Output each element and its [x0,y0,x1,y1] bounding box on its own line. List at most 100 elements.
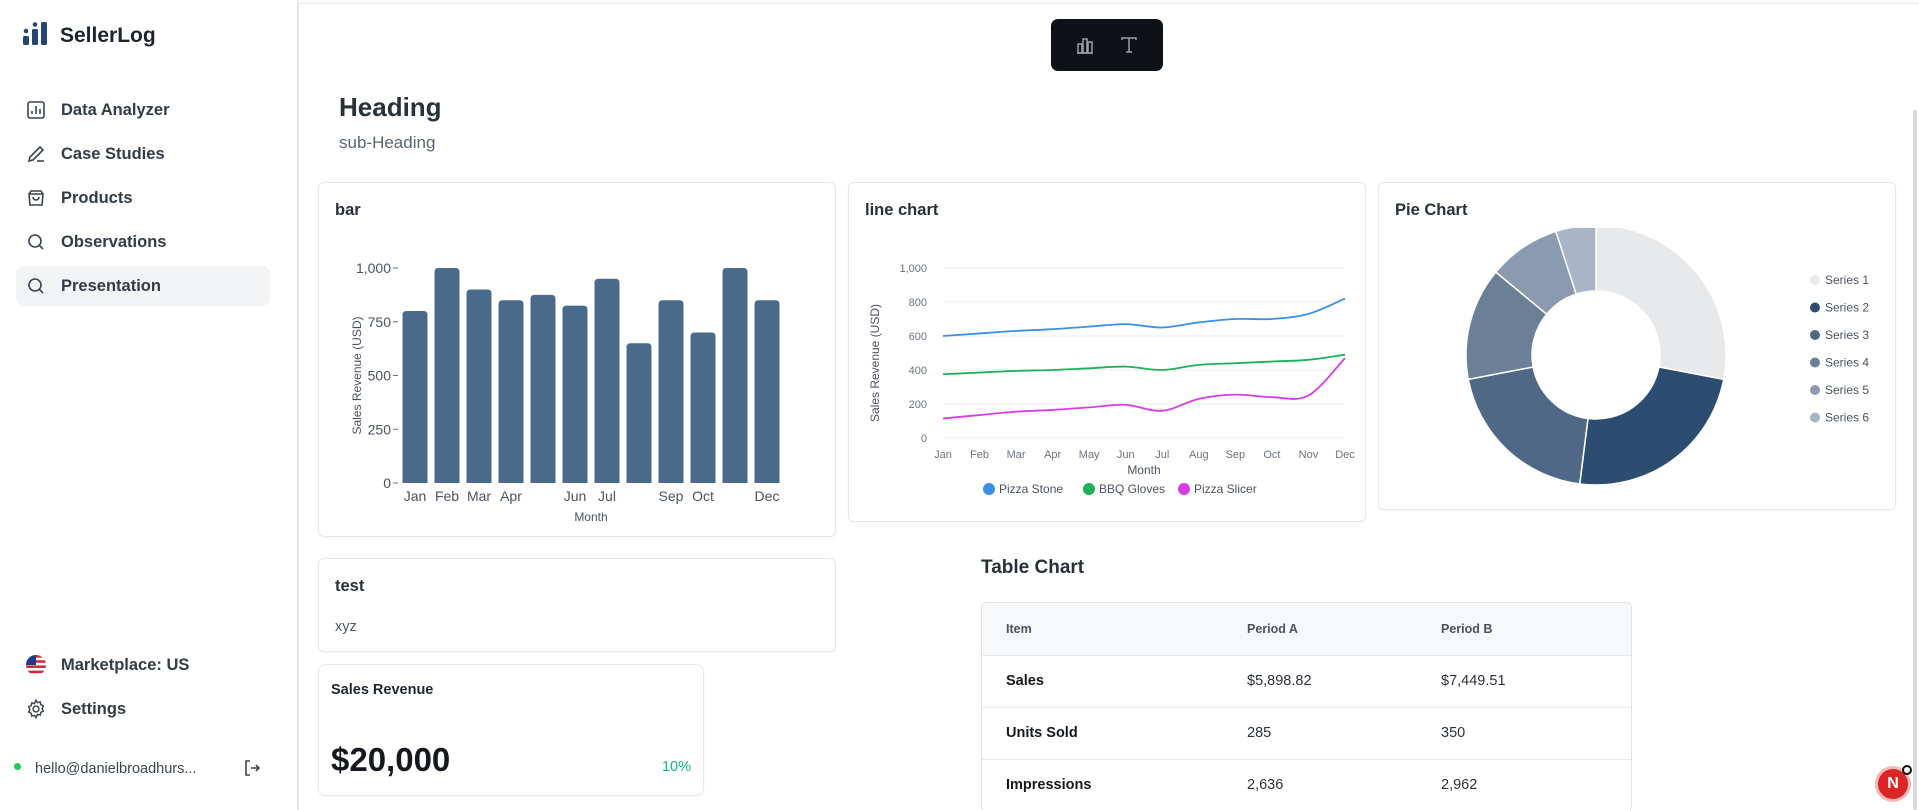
legend-label: Series 4 [1825,356,1869,370]
x-tick-label: Feb [970,449,989,461]
sidebar: SellerLog Data Analyzer Case Studies Pro… [0,0,298,810]
main-nav: Data Analyzer Case Studies Products Obse… [16,90,270,310]
assistant-button[interactable]: N [1875,765,1912,802]
table-cell: Units Sold [982,706,1247,759]
data-table: Item Period A Period B Sales $5,898.82 $… [982,603,1631,810]
table-cell: 285 [1247,706,1441,759]
legend-swatch [1810,275,1820,285]
text-card[interactable]: test xyz [318,558,836,652]
user-email: hello@danielbroadhurs... [35,761,197,777]
sidebar-item-label: Products [61,188,133,207]
x-axis-title: Month [574,510,607,524]
table-chart-title: Table Chart [981,557,1085,578]
line-chart-card[interactable]: line chart 0 200 400 600 800 1,000 Jan Feb Mar Ap… [848,182,1366,522]
table-cell: Impressions [982,758,1247,810]
x-tick-label: Apr [500,488,522,504]
text-card-body: xyz [335,619,357,635]
x-axis-title: Month [1127,463,1160,477]
column-header-period-b: Period B [1441,621,1493,636]
y-tick-label: 200 [909,399,927,411]
page-heading[interactable]: Heading [339,92,442,122]
search-icon [25,275,47,297]
bar-chart-title: bar [335,201,361,219]
pie-chart: Series 1 Series 2 Series 3 Series 4 Series 5… [1465,228,1869,486]
marketplace-selector[interactable]: Marketplace: US [16,645,270,685]
line-chart-title: line chart [865,201,939,219]
kpi-change: 10% [661,759,691,775]
table-cell: $7,449.51 [1441,654,1631,707]
x-tick-label: May [1079,449,1100,461]
brand[interactable]: SellerLog [22,20,156,51]
table-cell: 2,636 [1247,758,1441,810]
x-tick-label: Jun [564,488,587,504]
legend-label: Series 1 [1825,273,1869,287]
gear-icon [25,698,47,720]
bar-chart-icon [25,99,47,121]
x-tick-label: Dec [755,488,780,504]
y-tick-label: 1,000 [899,263,927,275]
bar [530,294,556,483]
series-line [942,297,1346,337]
y-tick-label: 1,000 [356,260,391,276]
y-tick-label: 400 [909,365,927,377]
bar-chart-card[interactable]: bar 0 250 500 750 1,000 Jan Feb Mar Apr Jun Jul Sep… [318,182,836,537]
legend-swatch [1810,330,1820,340]
sellerlog-logo-icon [22,20,48,51]
y-tick-label: 800 [909,297,927,309]
x-tick-label: Dec [1335,449,1355,461]
sidebar-item-observations[interactable]: Observations [16,222,270,262]
table-row: Sales $5,898.82 $7,449.51 [982,654,1631,707]
x-tick-label: Mar [1007,449,1026,461]
search-icon [25,231,47,253]
legend-swatch [983,483,995,495]
add-text-button[interactable] [1114,30,1144,60]
logout-icon[interactable] [242,758,262,783]
marketplace-label: Marketplace: US [61,655,190,674]
x-tick-label: Jan [404,488,427,504]
bar [434,268,460,483]
y-tick-label: 750 [368,314,392,330]
main-scrollbar[interactable] [1913,110,1917,810]
insert-toolbar [1051,19,1163,71]
kpi-title: Sales Revenue [331,682,434,698]
x-tick-label: Oct [692,488,714,504]
series-line [942,357,1346,420]
x-tick-label: Jun [1117,449,1135,461]
legend-label: Series 3 [1825,328,1869,342]
table-cell: 350 [1441,706,1631,759]
pie-chart-card[interactable]: Pie Chart Series 1 Series 2 Series 3 Series… [1378,182,1896,510]
x-tick-label: Sep [659,488,684,504]
x-tick-label: Feb [435,488,459,504]
bar [754,300,780,483]
pie-slice [1595,228,1727,381]
sidebar-item-data-analyzer[interactable]: Data Analyzer [16,90,270,130]
bar [626,343,652,483]
bar [594,278,620,483]
bar [466,289,492,483]
sidebar-item-label: Observations [61,232,167,251]
sidebar-item-case-studies[interactable]: Case Studies [16,134,270,174]
pie-slice [1467,366,1589,485]
online-status-dot [14,762,21,770]
page-subheading[interactable]: sub-Heading [339,133,436,152]
legend-label: Series 2 [1825,301,1869,315]
sidebar-item-presentation[interactable]: Presentation [16,266,270,306]
shopping-bag-icon [25,187,47,209]
table-row: Impressions 2,636 2,962 [982,758,1631,810]
sales-revenue-card[interactable]: Sales Revenue $20,000 10% [318,664,704,796]
column-header-period-a: Period A [1247,621,1298,636]
sidebar-item-products[interactable]: Products [16,178,270,218]
table-chart[interactable]: Item Period A Period B Sales $5,898.82 $… [981,602,1632,810]
add-chart-button[interactable] [1070,30,1100,60]
sidebar-item-label: Presentation [61,276,161,295]
text-icon [1121,37,1137,53]
legend-label: Series 6 [1825,411,1869,425]
table-cell: 2,962 [1441,758,1631,810]
sidebar-item-settings[interactable]: Settings [16,689,270,729]
x-tick-label: Jul [598,488,616,504]
x-tick-label: Apr [1044,449,1061,461]
legend-label: Series 5 [1825,383,1869,397]
y-tick-label: 0 [383,475,391,491]
legend-swatch [1083,483,1095,495]
